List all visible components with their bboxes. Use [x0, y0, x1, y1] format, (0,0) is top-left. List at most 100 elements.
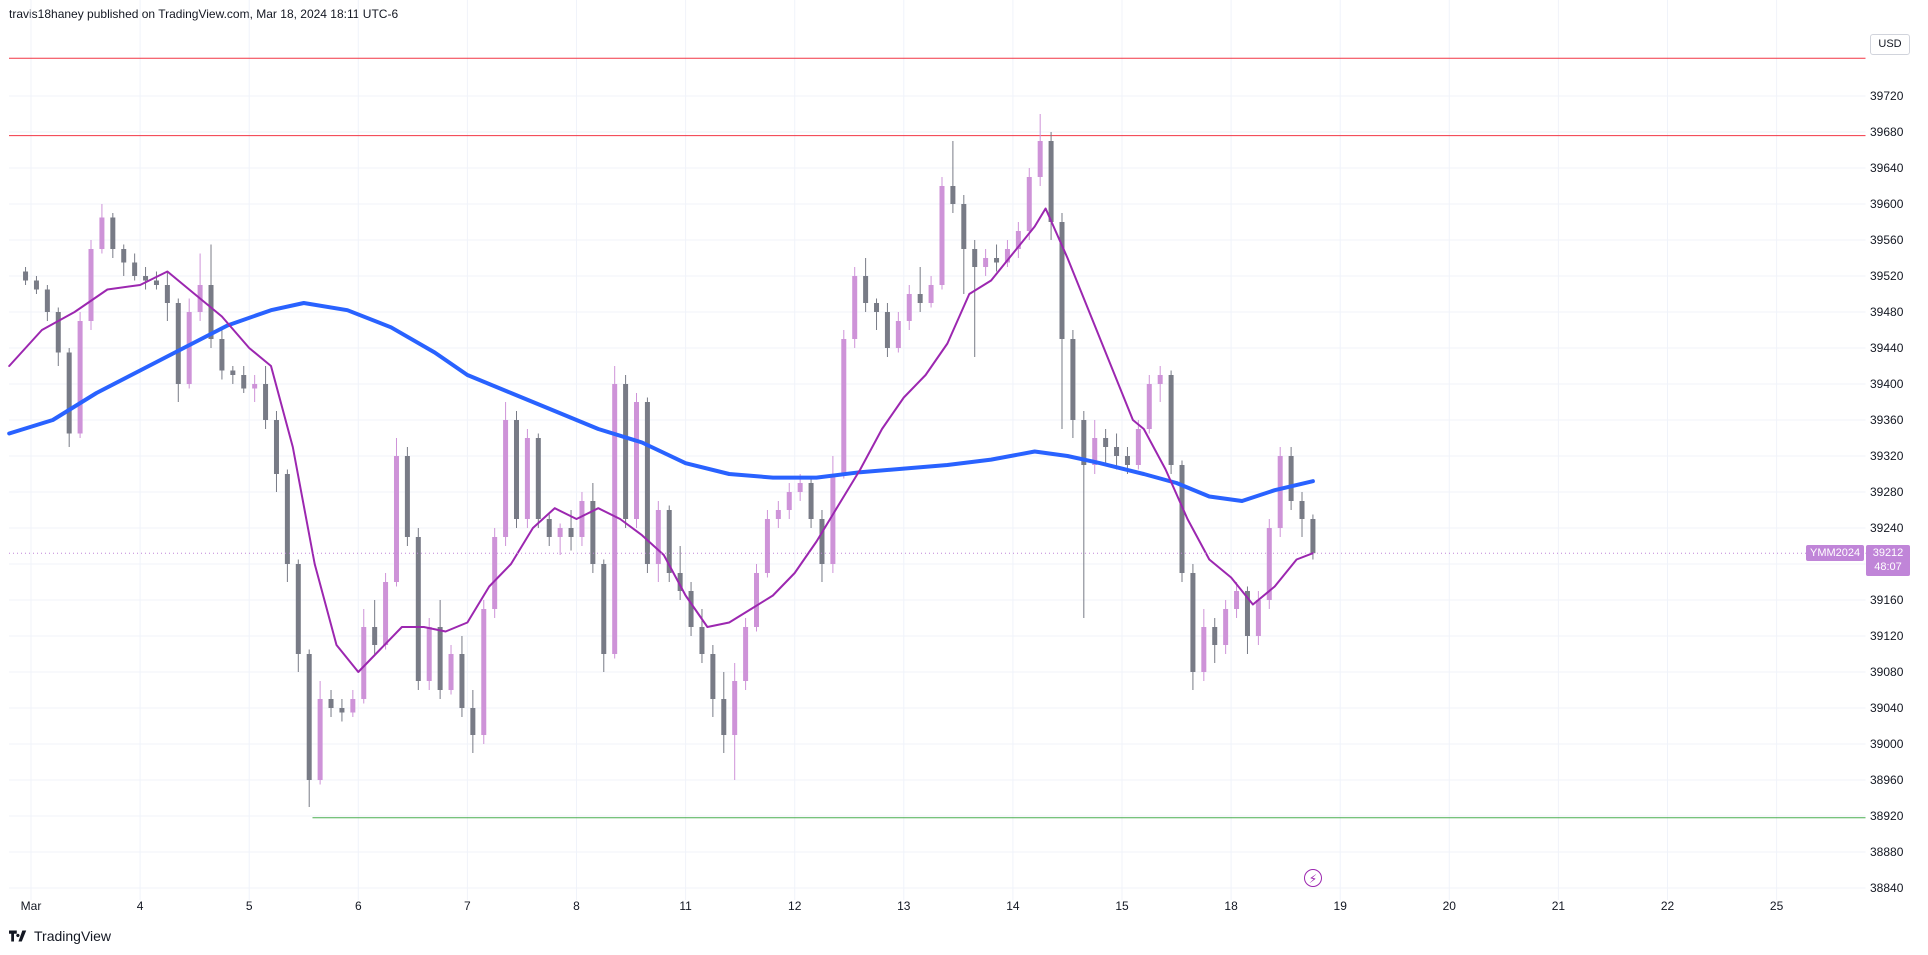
- candle-body: [841, 339, 847, 474]
- candle: [143, 267, 149, 290]
- candle-body: [666, 510, 672, 573]
- candle: [754, 564, 760, 632]
- candle: [1266, 519, 1272, 609]
- candle-body: [1135, 429, 1141, 465]
- candle: [241, 366, 247, 393]
- price-tick-label: 39160: [1870, 593, 1904, 607]
- candle-body: [579, 501, 585, 537]
- candle: [153, 271, 159, 290]
- candle-body: [535, 438, 541, 519]
- candle-body: [546, 519, 552, 537]
- candle-body: [655, 510, 661, 564]
- candle-body: [208, 285, 214, 339]
- candle: [503, 402, 509, 546]
- candle-body: [306, 654, 312, 780]
- currency-label[interactable]: USD: [1870, 34, 1910, 55]
- candle: [1037, 114, 1043, 186]
- candle-body: [1288, 456, 1294, 501]
- candle-body: [1114, 447, 1120, 456]
- candle: [426, 618, 432, 690]
- candle-body: [568, 528, 574, 537]
- candle-body: [644, 402, 650, 564]
- price-tick-label: 39520: [1870, 269, 1904, 283]
- candle-body: [121, 249, 127, 263]
- price-tick-label: 38880: [1870, 845, 1904, 859]
- price-tick-label: 39720: [1870, 89, 1904, 103]
- candle-body: [328, 699, 334, 708]
- footer: TradingView: [9, 928, 111, 944]
- candle: [393, 438, 399, 587]
- candle: [448, 645, 454, 695]
- time-tick-label: 5: [246, 899, 253, 913]
- candle: [961, 195, 967, 294]
- price-tick-label: 39120: [1870, 629, 1904, 643]
- candle: [1004, 240, 1010, 267]
- candle: [273, 411, 279, 492]
- candle: [895, 312, 901, 353]
- candle-body: [44, 289, 50, 312]
- price-tick-label: 39080: [1870, 665, 1904, 679]
- candle: [546, 514, 552, 546]
- price-tick-label: 39040: [1870, 701, 1904, 715]
- candle-body: [219, 339, 225, 371]
- candle: [1114, 433, 1120, 470]
- candle-body: [1157, 375, 1163, 384]
- candle: [306, 649, 312, 807]
- candle: [590, 483, 596, 573]
- candle-body: [743, 627, 749, 681]
- candle-body: [1015, 231, 1021, 249]
- candle: [819, 510, 825, 582]
- candle: [688, 582, 694, 636]
- candle: [164, 271, 170, 321]
- candle: [121, 244, 127, 276]
- candle-body: [1310, 519, 1316, 554]
- candle: [361, 609, 367, 704]
- candle: [1234, 582, 1240, 618]
- candle-body: [601, 564, 607, 654]
- candle: [77, 312, 83, 438]
- candle: [459, 636, 465, 717]
- candle-body: [339, 708, 345, 713]
- candle: [99, 204, 105, 254]
- candle-body: [88, 249, 94, 321]
- candle: [928, 276, 934, 308]
- candle-body: [295, 564, 301, 654]
- candle: [732, 663, 738, 780]
- time-tick-label: 25: [1770, 899, 1784, 913]
- candle-body: [786, 492, 792, 510]
- candle-body: [55, 312, 61, 353]
- candle-body: [917, 294, 923, 303]
- candle: [983, 249, 989, 276]
- candle: [252, 375, 258, 402]
- horizontal-lines: [9, 57, 1866, 819]
- candle: [66, 348, 72, 447]
- candle: [23, 267, 29, 285]
- candle-body: [448, 654, 454, 690]
- time-tick-label: 21: [1552, 899, 1566, 913]
- candle-body: [1179, 465, 1185, 573]
- candle: [110, 213, 116, 258]
- price-tick-label: 39560: [1870, 233, 1904, 247]
- candle-body: [284, 474, 290, 564]
- last-price-value: 39212: [1872, 547, 1904, 560]
- candle: [481, 600, 487, 744]
- candle-body: [1026, 177, 1032, 231]
- time-tick-label: 6: [355, 899, 362, 913]
- candle-body: [754, 573, 760, 627]
- price-tick-label: 39280: [1870, 485, 1904, 499]
- candle: [219, 330, 225, 380]
- candle: [1223, 600, 1229, 654]
- candle: [437, 600, 443, 699]
- time-tick-label: Mar: [21, 899, 42, 913]
- candle-body: [732, 681, 738, 735]
- candle-body: [99, 217, 105, 249]
- candle-body: [1004, 249, 1010, 263]
- candle: [328, 690, 334, 717]
- candle: [1310, 514, 1316, 560]
- time-tick-label: 14: [1006, 899, 1020, 913]
- lightning-bolt-icon[interactable]: ⚡: [1304, 869, 1322, 887]
- candle: [1277, 447, 1283, 537]
- candle: [950, 141, 956, 213]
- candle: [863, 258, 869, 312]
